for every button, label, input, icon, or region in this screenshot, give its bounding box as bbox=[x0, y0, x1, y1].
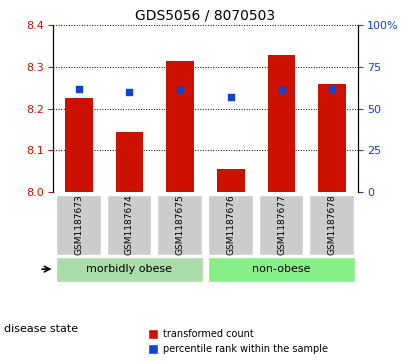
Text: disease state: disease state bbox=[4, 323, 78, 334]
Bar bbox=[166, 61, 194, 192]
Point bbox=[126, 89, 133, 95]
Bar bbox=[217, 169, 245, 192]
Text: GSM1187677: GSM1187677 bbox=[277, 194, 286, 255]
FancyBboxPatch shape bbox=[208, 257, 355, 282]
Text: GSM1187673: GSM1187673 bbox=[74, 194, 83, 255]
Bar bbox=[268, 54, 296, 192]
Point bbox=[76, 86, 82, 91]
Bar bbox=[65, 98, 93, 192]
Legend: transformed count, percentile rank within the sample: transformed count, percentile rank withi… bbox=[145, 326, 332, 358]
Point bbox=[329, 86, 335, 91]
Point bbox=[278, 87, 285, 93]
FancyBboxPatch shape bbox=[56, 195, 101, 254]
FancyBboxPatch shape bbox=[309, 195, 354, 254]
Text: GSM1187675: GSM1187675 bbox=[175, 194, 185, 255]
Point bbox=[177, 87, 183, 93]
Text: GSM1187678: GSM1187678 bbox=[328, 194, 337, 255]
Text: morbidly obese: morbidly obese bbox=[86, 264, 173, 274]
FancyBboxPatch shape bbox=[157, 195, 202, 254]
Text: non-obese: non-obese bbox=[252, 264, 311, 274]
Title: GDS5056 / 8070503: GDS5056 / 8070503 bbox=[136, 9, 275, 23]
Bar bbox=[318, 84, 346, 192]
FancyBboxPatch shape bbox=[259, 195, 303, 254]
FancyBboxPatch shape bbox=[107, 195, 151, 254]
Text: GSM1187674: GSM1187674 bbox=[125, 194, 134, 255]
Bar bbox=[115, 132, 143, 192]
Point bbox=[228, 94, 234, 100]
FancyBboxPatch shape bbox=[208, 195, 253, 254]
Text: GSM1187676: GSM1187676 bbox=[226, 194, 236, 255]
FancyBboxPatch shape bbox=[56, 257, 203, 282]
